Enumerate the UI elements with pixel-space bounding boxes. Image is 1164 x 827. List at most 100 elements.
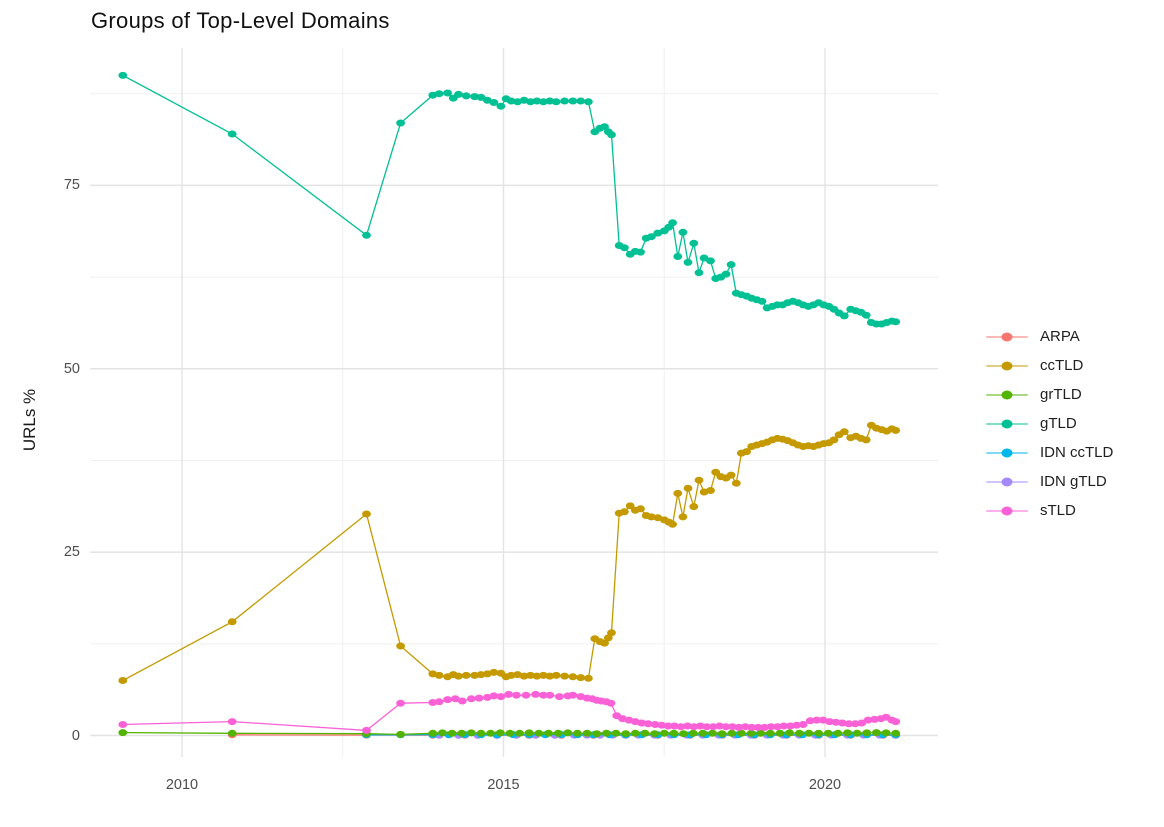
data-point	[717, 730, 727, 738]
data-point	[852, 729, 862, 737]
data-point	[118, 71, 128, 79]
data-point	[466, 729, 476, 737]
data-point	[457, 729, 467, 737]
data-point	[636, 505, 645, 513]
data-point	[839, 428, 849, 436]
data-point	[620, 508, 629, 516]
legend-key-icon	[986, 358, 1028, 374]
data-point	[636, 248, 645, 256]
data-point	[708, 723, 718, 731]
data-point	[505, 729, 515, 737]
data-point	[673, 489, 683, 497]
data-point	[495, 729, 505, 737]
data-point	[450, 695, 460, 703]
data-point	[891, 426, 901, 434]
data-point	[438, 729, 447, 737]
data-point	[891, 318, 901, 326]
legend-item-cctld: ccTLD	[986, 351, 1113, 380]
data-point	[118, 729, 128, 737]
data-point	[746, 729, 756, 737]
data-point	[825, 718, 834, 726]
legend-label: grTLD	[1040, 386, 1082, 403]
legend-label: gTLD	[1040, 415, 1077, 432]
data-point	[721, 270, 731, 278]
data-point	[555, 693, 564, 701]
data-point	[779, 722, 789, 730]
data-point	[362, 231, 371, 239]
data-point	[757, 297, 767, 305]
data-point	[668, 520, 677, 528]
data-point	[584, 674, 593, 682]
data-point	[532, 97, 542, 105]
data-point	[726, 471, 736, 479]
data-point	[727, 729, 737, 737]
legend: ARPA ccTLD grTLD gTLD IDN ccTLD IDN gTLD sTLD	[986, 322, 1113, 525]
data-point	[563, 729, 573, 737]
data-point	[814, 729, 823, 737]
data-point	[694, 476, 704, 484]
data-point	[568, 673, 578, 681]
data-point	[573, 729, 582, 737]
data-point	[227, 729, 237, 737]
data-point	[773, 723, 782, 731]
legend-label: sTLD	[1040, 502, 1076, 519]
data-point	[839, 312, 849, 320]
data-point	[794, 729, 804, 737]
data-point	[476, 671, 486, 679]
data-point	[792, 721, 802, 729]
data-point	[812, 716, 821, 724]
data-point	[683, 484, 693, 492]
data-point	[857, 719, 867, 727]
data-point	[711, 468, 721, 476]
series-gtld	[118, 71, 901, 328]
data-point	[668, 219, 677, 227]
data-point	[726, 261, 736, 269]
data-point	[428, 699, 438, 706]
legend-item-grtld: grTLD	[986, 380, 1113, 409]
legend-item-idn-cctld: IDN ccTLD	[986, 438, 1113, 467]
data-point	[227, 718, 237, 726]
data-point	[474, 694, 484, 702]
data-point	[621, 730, 631, 738]
data-point	[647, 233, 656, 241]
data-point	[695, 722, 705, 730]
data-point	[476, 729, 486, 737]
data-point	[708, 729, 717, 737]
data-point	[512, 691, 521, 699]
y-tick-label: 0	[71, 727, 80, 744]
data-point	[760, 723, 769, 731]
y-tick-label: 50	[63, 360, 80, 377]
data-point	[640, 729, 650, 737]
data-point	[689, 239, 699, 247]
data-point	[630, 729, 640, 737]
y-tick-label: 75	[63, 177, 80, 194]
data-point	[643, 720, 653, 728]
data-point	[461, 671, 471, 679]
data-point	[607, 131, 616, 139]
data-point	[715, 722, 724, 730]
legend-key-icon	[986, 445, 1028, 461]
data-point	[521, 691, 531, 699]
data-point	[362, 510, 371, 518]
data-point	[531, 690, 540, 698]
series-cctld	[118, 421, 901, 684]
data-point	[689, 723, 699, 731]
data-point	[829, 436, 839, 444]
data-point	[443, 696, 452, 704]
data-point	[584, 98, 593, 106]
legend-label: ARPA	[1040, 328, 1080, 345]
data-point	[833, 729, 843, 737]
data-point	[702, 723, 712, 731]
data-point	[765, 729, 775, 737]
data-point	[683, 258, 693, 266]
data-point	[747, 723, 757, 731]
data-point	[457, 697, 467, 705]
data-point	[862, 729, 872, 737]
data-point	[731, 479, 741, 487]
data-point	[637, 719, 647, 727]
data-point	[447, 729, 457, 737]
legend-item-idn-gtld: IDN gTLD	[986, 467, 1113, 496]
data-point	[534, 729, 544, 737]
data-point	[683, 722, 692, 730]
